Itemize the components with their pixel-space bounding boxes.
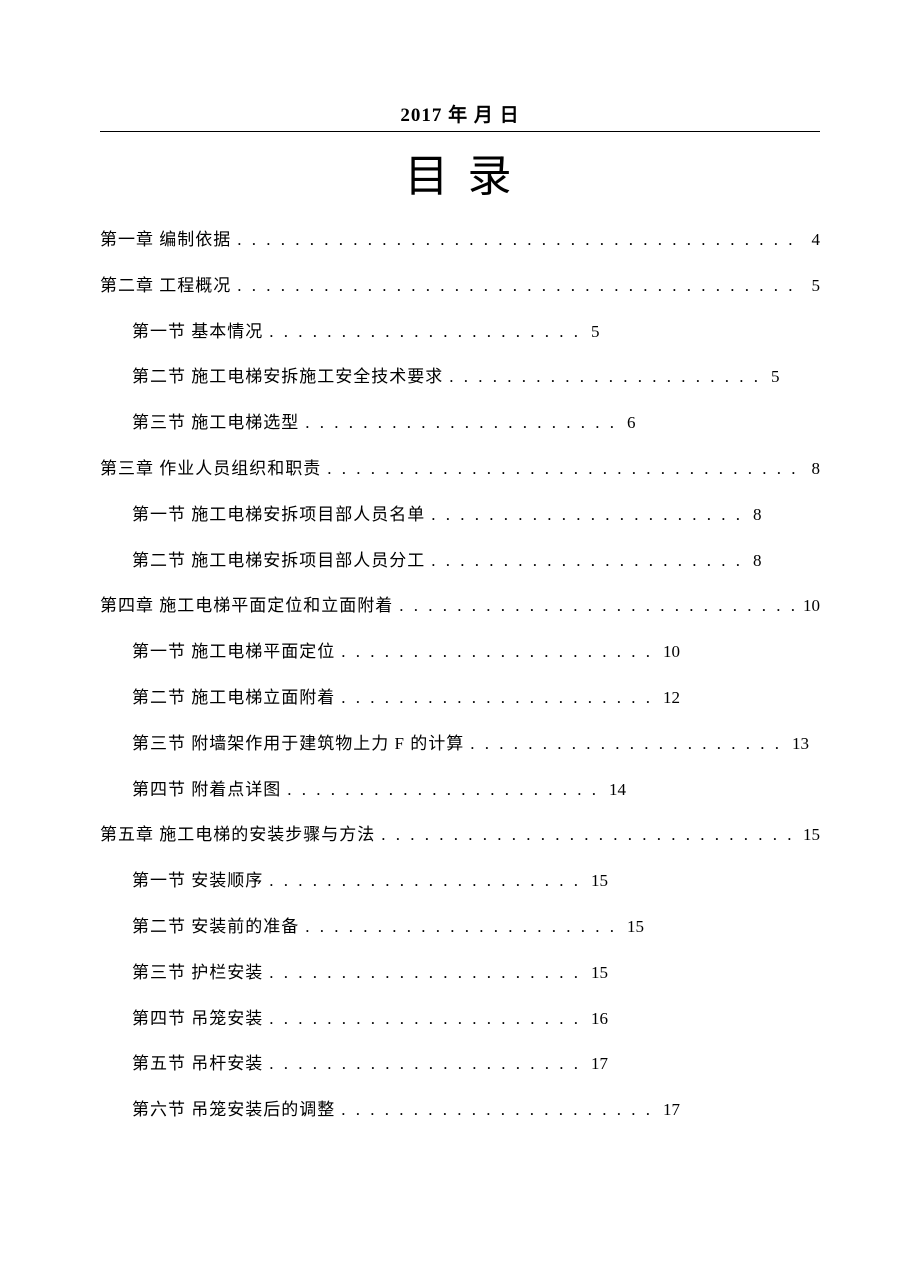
toc-title: 目 录: [100, 140, 820, 204]
toc-page: 13: [788, 732, 809, 756]
toc-label: 第四节 附着点详图: [132, 778, 281, 802]
toc-label: 第一节 基本情况: [132, 320, 263, 344]
toc-entry: 第二节 安装前的准备. . . . . . . . . . . . . . . …: [100, 915, 820, 939]
toc-label: 第五节 吊杆安装: [132, 1052, 263, 1076]
toc-dots: . . . . . . . . . . . . . . . . . . . . …: [263, 961, 587, 985]
toc-entry: 第三节 施工电梯选型. . . . . . . . . . . . . . . …: [100, 411, 820, 435]
toc-entry: 第三节 附墙架作用于建筑物上力 F 的计算. . . . . . . . . .…: [100, 732, 820, 756]
toc-label: 第四章 施工电梯平面定位和立面附着: [100, 594, 393, 618]
toc-label: 第三节 附墙架作用于建筑物上力 F 的计算: [132, 732, 464, 756]
toc-dots: . . . . . . . . . . . . . . . . . . . . …: [425, 549, 749, 573]
toc-label: 第一节 施工电梯安拆项目部人员名单: [132, 503, 425, 527]
toc-label: 第三节 施工电梯选型: [132, 411, 299, 435]
toc-entry: 第三节 护栏安装. . . . . . . . . . . . . . . . …: [100, 961, 820, 985]
toc-dots: . . . . . . . . . . . . . . . . . . . . …: [299, 915, 623, 939]
toc-dots: . . . . . . . . . . . . . . . . . . . . …: [425, 503, 749, 527]
toc-entry: 第一节 基本情况. . . . . . . . . . . . . . . . …: [100, 320, 820, 344]
toc-entry: 第一节 施工电梯安拆项目部人员名单. . . . . . . . . . . .…: [100, 503, 820, 527]
toc-entry: 第一章 编制依据. . . . . . . . . . . . . . . . …: [100, 228, 820, 252]
toc-dots: . . . . . . . . . . . . . . . . . . . . …: [335, 640, 659, 664]
toc-page: 14: [605, 778, 626, 802]
toc-page: 16: [587, 1007, 608, 1031]
toc-entry: 第二节 施工电梯立面附着. . . . . . . . . . . . . . …: [100, 686, 820, 710]
toc-entry: 第四节 附着点详图. . . . . . . . . . . . . . . .…: [100, 778, 820, 802]
toc-label: 第一节 安装顺序: [132, 869, 263, 893]
toc-entry: 第一节 安装顺序. . . . . . . . . . . . . . . . …: [100, 869, 820, 893]
toc-label: 第二节 施工电梯安拆项目部人员分工: [132, 549, 425, 573]
toc-label: 第四节 吊笼安装: [132, 1007, 263, 1031]
toc-label: 第一章 编制依据: [100, 228, 231, 252]
toc-entry: 第六节 吊笼安装后的调整. . . . . . . . . . . . . . …: [100, 1098, 820, 1122]
toc-entry: 第二章 工程概况. . . . . . . . . . . . . . . . …: [100, 274, 820, 298]
toc-label: 第六节 吊笼安装后的调整: [132, 1098, 335, 1122]
toc-dots: . . . . . . . . . . . . . . . . . . . . …: [299, 411, 623, 435]
toc-page: 4: [796, 228, 820, 252]
toc-dots: . . . . . . . . . . . . . . . . . . . . …: [263, 1052, 587, 1076]
toc-label: 第一节 施工电梯平面定位: [132, 640, 335, 664]
toc-dots: . . . . . . . . . . . . . . . . . . . . …: [335, 1098, 659, 1122]
toc-dots: . . . . . . . . . . . . . . . . . . . . …: [263, 320, 587, 344]
toc-label: 第二节 施工电梯立面附着: [132, 686, 335, 710]
toc-entry: 第五章 施工电梯的安装步骤与方法. . . . . . . . . . . . …: [100, 823, 820, 847]
toc-dots: . . . . . . . . . . . . . . . . . . . . …: [393, 594, 796, 618]
toc-page: 15: [587, 869, 608, 893]
toc-page: 5: [767, 365, 780, 389]
toc-dots: . . . . . . . . . . . . . . . . . . . . …: [375, 823, 796, 847]
toc-page: 5: [796, 274, 820, 298]
toc-dots: . . . . . . . . . . . . . . . . . . . . …: [263, 869, 587, 893]
toc-label: 第二章 工程概况: [100, 274, 231, 298]
toc-entry: 第二节 施工电梯安拆施工安全技术要求. . . . . . . . . . . …: [100, 365, 820, 389]
date-line: 2017 年 月 日: [100, 100, 820, 132]
toc-page: 6: [623, 411, 636, 435]
toc-page: 17: [587, 1052, 608, 1076]
toc-dots: . . . . . . . . . . . . . . . . . . . . …: [263, 1007, 587, 1031]
toc-label: 第三章 作业人员组织和职责: [100, 457, 321, 481]
toc-dots: . . . . . . . . . . . . . . . . . . . . …: [443, 365, 767, 389]
toc-page: 15: [796, 823, 820, 847]
toc-label: 第二节 施工电梯安拆施工安全技术要求: [132, 365, 443, 389]
toc-dots: . . . . . . . . . . . . . . . . . . . . …: [321, 457, 796, 481]
toc-page: 17: [659, 1098, 680, 1122]
toc-label: 第五章 施工电梯的安装步骤与方法: [100, 823, 375, 847]
toc-entry: 第四节 吊笼安装. . . . . . . . . . . . . . . . …: [100, 1007, 820, 1031]
toc-page: 12: [659, 686, 680, 710]
toc-page: 8: [796, 457, 820, 481]
toc-page: 10: [796, 594, 820, 618]
toc-container: 第一章 编制依据. . . . . . . . . . . . . . . . …: [100, 228, 820, 1122]
toc-entry: 第五节 吊杆安装. . . . . . . . . . . . . . . . …: [100, 1052, 820, 1076]
toc-page: 10: [659, 640, 680, 664]
toc-dots: . . . . . . . . . . . . . . . . . . . . …: [464, 732, 788, 756]
toc-entry: 第二节 施工电梯安拆项目部人员分工. . . . . . . . . . . .…: [100, 549, 820, 573]
toc-entry: 第三章 作业人员组织和职责. . . . . . . . . . . . . .…: [100, 457, 820, 481]
toc-entry: 第四章 施工电梯平面定位和立面附着. . . . . . . . . . . .…: [100, 594, 820, 618]
toc-dots: . . . . . . . . . . . . . . . . . . . . …: [231, 274, 796, 298]
toc-page: 5: [587, 320, 600, 344]
toc-page: 15: [587, 961, 608, 985]
toc-page: 8: [749, 549, 762, 573]
toc-page: 15: [623, 915, 644, 939]
toc-label: 第三节 护栏安装: [132, 961, 263, 985]
toc-dots: . . . . . . . . . . . . . . . . . . . . …: [281, 778, 605, 802]
toc-entry: 第一节 施工电梯平面定位. . . . . . . . . . . . . . …: [100, 640, 820, 664]
toc-dots: . . . . . . . . . . . . . . . . . . . . …: [231, 228, 796, 252]
toc-label: 第二节 安装前的准备: [132, 915, 299, 939]
toc-dots: . . . . . . . . . . . . . . . . . . . . …: [335, 686, 659, 710]
toc-page: 8: [749, 503, 762, 527]
